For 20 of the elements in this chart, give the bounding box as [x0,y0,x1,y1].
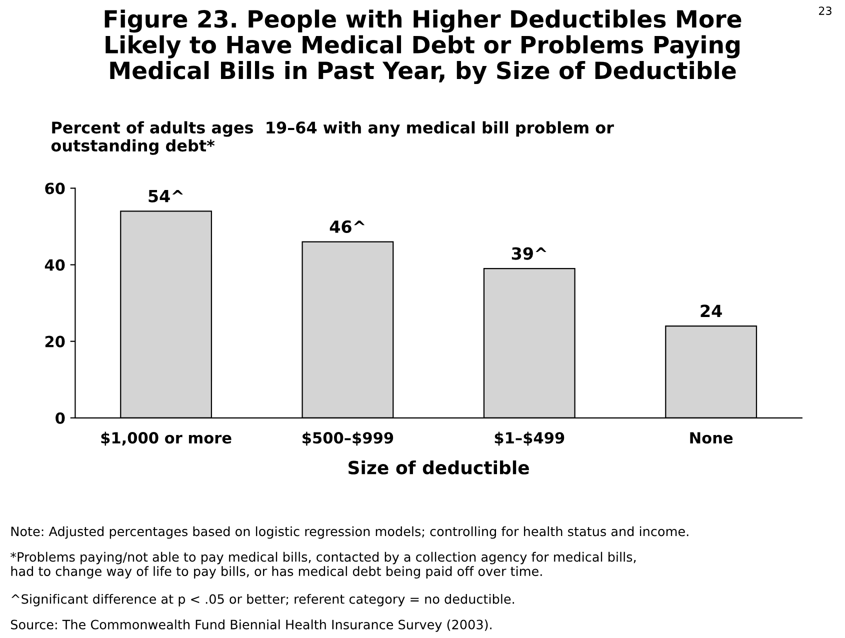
y-tick-label: 0 [56,412,65,424]
y-tick-label: 60 [45,182,65,194]
source-note: Source: The Commonwealth Fund Biennial Health Insurance Survey (2003). [10,620,492,632]
data-label: 39^ [512,247,546,260]
chart-subtitle: Percent of adults ages 19–64 with any medical bill problem or outstanding debt* [51,121,614,155]
x-tick-label: $1,000 or more [101,432,232,446]
chart-title: Figure 23. People with Higher Deductibles More Likely to Have Medical Debt or Problems Paying Medical Bills in Past Year, by Size of Deductible [104,10,742,84]
text: 23 [819,6,832,15]
data-label: 46^ [330,220,365,234]
x-tick-label: $1–$499 [494,432,564,446]
x-tick-label: None [690,432,733,444]
data-label: 54^ [148,190,183,202]
text: *Problems paying/not able to pay medical bills, contacted by a collection agency for medical bills, had to change way of life to pay bills, or has medical debt being paid off over time. [10,552,636,579]
x-axis-title: Size of deductible [348,460,529,474]
x-tick-label: $500–$999 [302,432,394,446]
data-label: 24 [700,304,722,317]
y-tick-label: 40 [44,259,65,271]
y-tick-label: 20 [45,336,65,348]
text: ^Significant difference at p < .05 or better; referent category = no deductible. [11,594,514,606]
text: Note: Adjusted percentages based on logistic regression models; controlling for health status and income. [11,526,688,539]
